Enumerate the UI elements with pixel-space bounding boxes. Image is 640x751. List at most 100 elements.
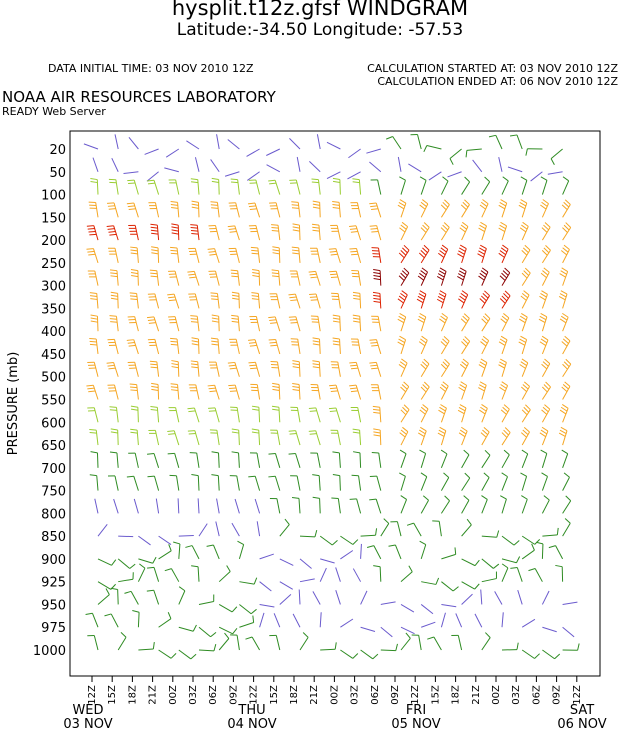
wind-barb-feather: [147, 182, 156, 185]
wind-barb: [400, 362, 408, 377]
wind-barb-feather: [544, 358, 551, 365]
wind-barb-feather: [543, 384, 550, 390]
wind-barb-feather: [248, 342, 257, 344]
wind-barb-feather: [191, 340, 199, 343]
wind-barb: [237, 179, 240, 195]
y-tick-label: 300: [41, 280, 66, 295]
wind-barb-feather: [500, 335, 508, 341]
wind-barb-feather: [480, 244, 487, 250]
wind-barb: [266, 148, 281, 156]
wind-barb: [413, 522, 422, 537]
wind-barb-feather: [370, 228, 378, 230]
wind-barb-feather: [167, 430, 175, 432]
wind-barb: [197, 338, 200, 354]
wind-barb-feather: [312, 496, 320, 499]
wind-barb: [214, 385, 220, 400]
wind-barb-feather: [130, 268, 138, 272]
wind-barb-feather: [465, 150, 468, 158]
wind-barb-feather: [268, 475, 276, 478]
wind-barb-feather: [292, 366, 300, 369]
wind-barb-feather: [542, 361, 549, 367]
y-tick-label: 20: [49, 143, 66, 158]
wind-barb-feather: [171, 366, 179, 369]
wind-barb-feather: [401, 221, 408, 228]
wind-barb-feather: [213, 644, 217, 652]
wind-barb-feather: [437, 432, 445, 437]
wind-barb-feather: [439, 426, 447, 432]
wind-barb-feather: [481, 318, 488, 324]
wind-barb-feather: [502, 244, 509, 250]
day-label: WED: [72, 703, 103, 718]
wind-barb: [379, 293, 382, 309]
wind-barb: [175, 179, 180, 195]
wind-barb-feather: [268, 339, 276, 341]
wind-barb: [377, 384, 382, 400]
wind-barb-feather: [210, 295, 218, 297]
wind-barb-feather: [459, 295, 466, 301]
wind-barb: [156, 225, 160, 241]
wind-barb-feather: [421, 267, 428, 273]
wind-barb-feather: [149, 269, 157, 272]
wind-barb-feather: [85, 612, 93, 615]
wind-barb-feather: [210, 204, 218, 206]
wind-barb-feather: [439, 406, 446, 412]
wind-barb-feather: [555, 564, 563, 568]
wind-barb-feather: [129, 563, 136, 569]
wind-barb-feather: [401, 290, 408, 296]
wind-barb-feather: [397, 204, 405, 210]
wind-barb-feather: [308, 407, 316, 410]
wind-barb-feather: [126, 339, 134, 341]
wind-barb-feather: [464, 472, 471, 479]
wind-barb: [196, 452, 200, 468]
wind-barb-feather: [427, 636, 435, 640]
wind-barb-feather: [438, 293, 446, 298]
wind-barb: [418, 635, 422, 651]
wind-barb-feather: [398, 275, 405, 281]
wind-barb-feather: [370, 341, 378, 344]
wind-barb-feather: [332, 451, 340, 454]
wind-barb: [177, 361, 180, 377]
wind-barb-feather: [231, 291, 239, 294]
wind-barb-feather: [211, 451, 219, 454]
wind-barb-feather: [534, 653, 540, 659]
wind-barb-feather: [272, 246, 280, 249]
wind-barb-feather: [540, 272, 547, 279]
wind-barb: [495, 135, 503, 150]
wind-barb-feather: [480, 341, 487, 347]
wind-barb: [113, 202, 119, 218]
wind-barb-feather: [90, 320, 98, 323]
wind-barb: [276, 498, 281, 514]
wind-barb-feather: [436, 298, 444, 304]
x-tick-label: 06Z: [370, 685, 381, 705]
wind-barb: [251, 636, 261, 651]
wind-barb-feather: [420, 227, 427, 233]
wind-barb-feather: [480, 221, 487, 227]
data-initial-time: DATA INITIAL TIME: 03 NOV 2010 12Z: [48, 62, 254, 75]
wind-barb-feather: [500, 247, 508, 253]
wind-barb-feather: [210, 292, 218, 295]
wind-barb: [377, 316, 382, 332]
wind-barb: [133, 476, 139, 491]
wind-barb-feather: [150, 272, 158, 275]
wind-barb-feather: [480, 201, 488, 207]
wind-barb-feather: [352, 178, 360, 181]
wind-barb-feather: [440, 341, 447, 347]
wind-barb-feather: [328, 407, 337, 410]
wind-barb-feather: [440, 404, 447, 409]
wind-barb-feather: [462, 201, 469, 208]
y-tick-label: 900: [41, 553, 66, 568]
wind-barb-feather: [249, 364, 257, 367]
wind-barb-feather: [520, 315, 527, 321]
wind-barb-feather: [353, 297, 361, 300]
wind-barb-feather: [130, 249, 138, 252]
wind-barb-feather: [168, 544, 172, 551]
wind-barb: [417, 134, 422, 150]
wind-barb-feather: [439, 318, 446, 324]
wind-barb-feather: [520, 335, 527, 341]
wind-barb: [461, 454, 470, 469]
wind-barb: [400, 499, 408, 514]
wind-barb-feather: [399, 361, 407, 367]
wind-barb-feather: [459, 267, 467, 272]
wind-barb-feather: [498, 364, 505, 369]
